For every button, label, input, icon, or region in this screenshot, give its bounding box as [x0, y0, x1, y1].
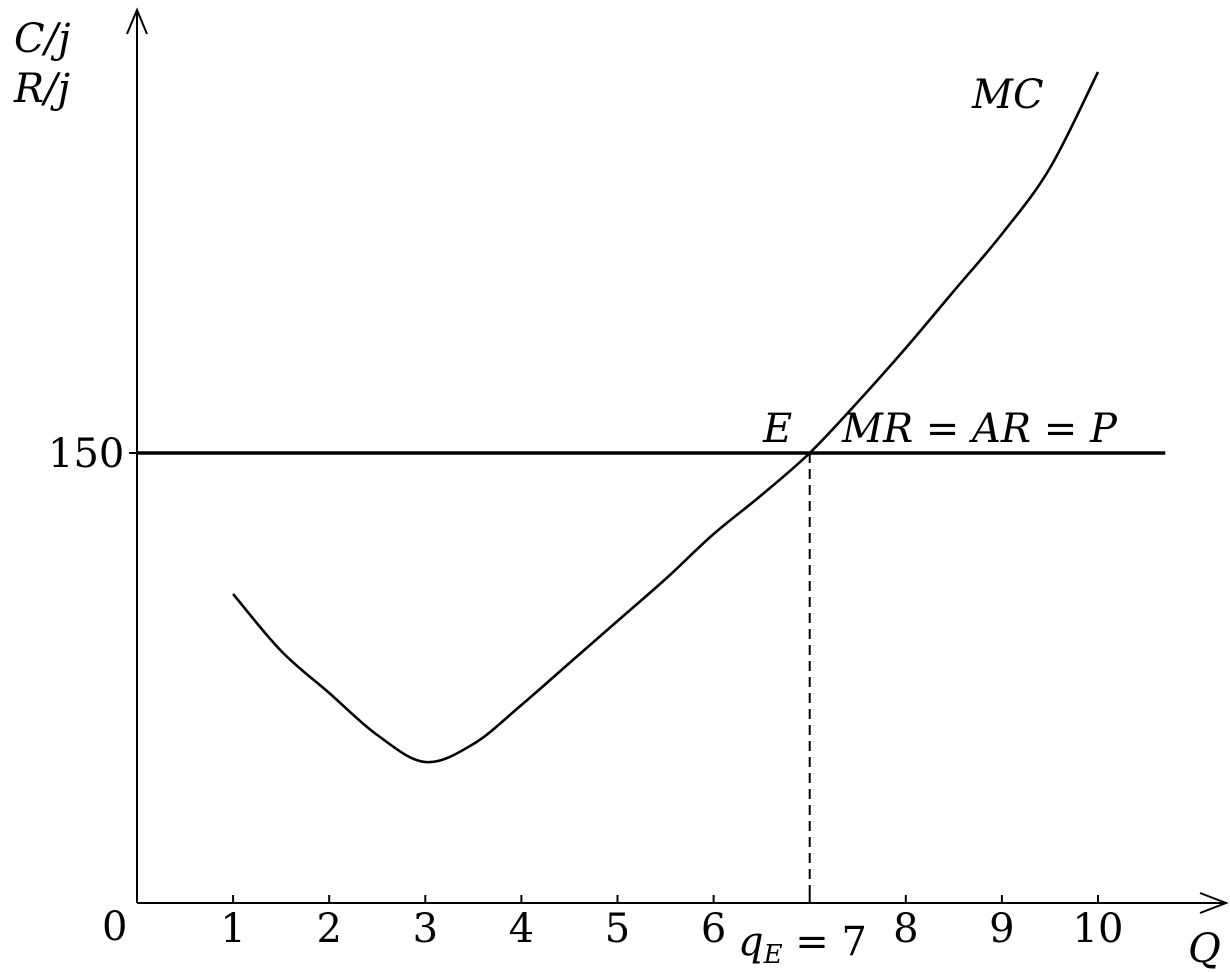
- x-tick-label: 3: [413, 906, 438, 952]
- qe-value: = 7: [783, 919, 867, 965]
- x-tick-label: 10: [1073, 906, 1124, 952]
- x-tick-label: 5: [605, 906, 630, 952]
- y-axis-label-line2: R/j: [13, 66, 70, 112]
- x-axis-label: Q: [1188, 926, 1221, 972]
- qe-subscript: E: [763, 940, 783, 970]
- x-axis-arrowhead: [1199, 892, 1229, 914]
- qe-symbol: q: [738, 919, 764, 965]
- mr-label: MR = AR = P: [841, 406, 1118, 452]
- y-tick-label-150: 150: [48, 431, 124, 477]
- y-axis-arrowhead: [126, 7, 148, 35]
- origin-label: 0: [102, 904, 127, 950]
- x-tick-label: 2: [316, 906, 341, 952]
- qe-label: qE = 7: [738, 919, 867, 970]
- mc-curve: [232, 71, 1100, 764]
- equilibrium-label: E: [762, 406, 792, 452]
- x-ticks: 1 2 3 4 5 6 8 9 10: [220, 895, 1123, 952]
- axes: [126, 7, 1229, 914]
- x-tick-label: 9: [989, 906, 1014, 952]
- y-axis-label-line1: C/j: [14, 16, 70, 62]
- x-tick-label: 4: [509, 906, 534, 952]
- x-tick-label: 8: [893, 906, 918, 952]
- x-tick-label: 6: [701, 906, 726, 952]
- x-tick-label: 1: [220, 906, 245, 952]
- mc-label: MC: [971, 72, 1044, 118]
